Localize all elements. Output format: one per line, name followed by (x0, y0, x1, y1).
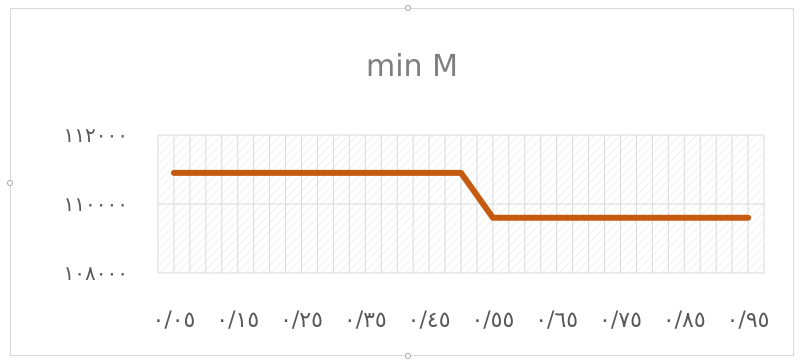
x-tick-label: ٠/٣٥ (344, 308, 387, 333)
x-tick-label: ٠/٧٥ (599, 308, 642, 333)
x-tick-label: ٠/٤٥ (408, 308, 451, 333)
series-line-0 (170, 169, 752, 221)
resize-handle-top[interactable] (405, 5, 411, 11)
x-tick-label: ٠/٠٥ (153, 308, 196, 333)
x-axis-labels: ٠/٠٥ ٠/١٥ ٠/٢٥ ٠/٣٥ ٠/٤٥ ٠/٥٥ ٠/٦٥ ٠/٧٥ ٠/٨٥ ٠/٩٥ (153, 308, 770, 333)
x-tick-label: ٠/٩٥ (727, 308, 770, 333)
x-tick-label: ٠/٨٥ (663, 308, 706, 333)
x-tick-label: ٠/١٥ (216, 308, 259, 333)
resize-handle-left[interactable] (7, 180, 13, 186)
y-tick-label: ١١٢٠٠٠ (64, 123, 128, 147)
y-tick-label: ١١٠٠٠٠ (64, 192, 128, 216)
series-group (170, 169, 752, 221)
resize-handle-bottom[interactable] (405, 353, 411, 359)
y-axis-labels: ١٠٨٠٠٠ ١١٠٠٠٠ ١١٢٠٠٠ (64, 123, 128, 285)
x-tick-label: ٠/٢٥ (280, 308, 323, 333)
x-tick-label: ٠/٥٥ (471, 308, 514, 333)
x-tick-label: ٠/٦٥ (535, 308, 578, 333)
chart-title: min M (366, 49, 458, 84)
gridlines (157, 134, 765, 274)
y-tick-label: ١٠٨٠٠٠ (64, 261, 128, 285)
